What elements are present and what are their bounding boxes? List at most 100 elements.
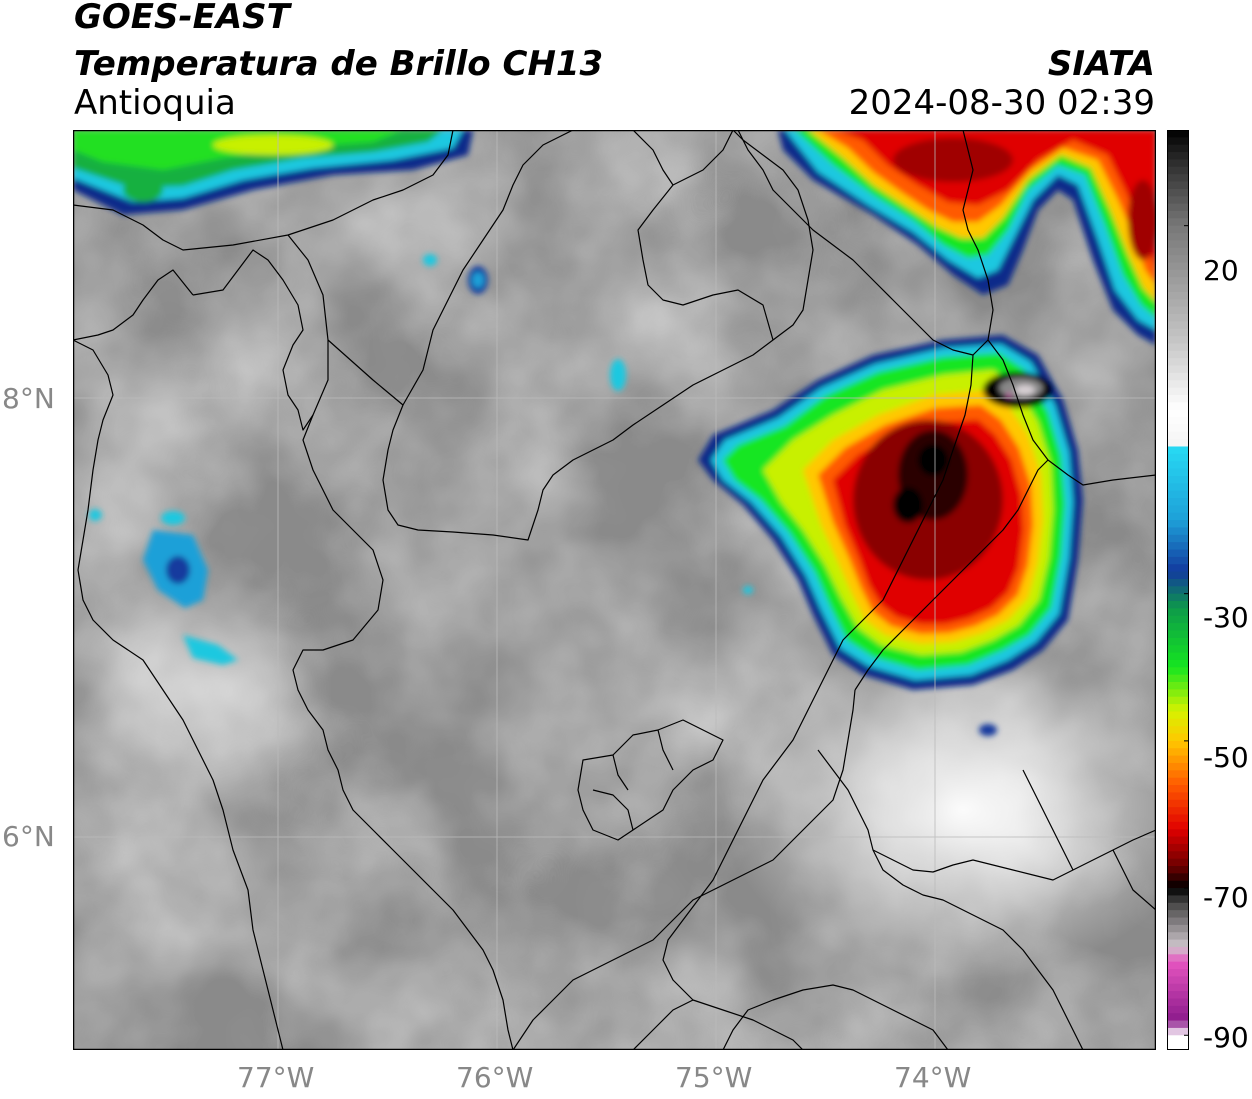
panama-border xyxy=(73,269,194,341)
lon-label-74w: 74°W xyxy=(894,1061,972,1094)
storm-cell-central-east xyxy=(698,335,1083,690)
lon-label-75w: 75°W xyxy=(675,1061,753,1094)
colorbar-band xyxy=(1167,152,1189,161)
colorbar-band xyxy=(1167,667,1189,676)
colorbar-band xyxy=(1167,137,1189,146)
satellite-map xyxy=(73,130,1156,1050)
timestamp-label: 2024-08-30 02:39 xyxy=(848,83,1155,123)
colorbar-band xyxy=(1167,807,1189,816)
colorbar-band xyxy=(1167,623,1189,632)
cloud-halo xyxy=(723,640,1156,980)
satellite-title: GOES-EAST xyxy=(74,0,290,37)
colorbar-band xyxy=(1167,321,1189,330)
colorbar-band xyxy=(1167,785,1189,793)
colorbar-tick-label: -70 xyxy=(1203,881,1249,914)
colorbar-band xyxy=(1167,1042,1189,1050)
colorbar-band xyxy=(1167,601,1189,609)
colorbar-tick-label: -30 xyxy=(1203,601,1249,634)
colorbar-band xyxy=(1167,512,1189,521)
colorbar-band xyxy=(1167,505,1189,514)
colorbar-band xyxy=(1167,291,1189,300)
boyaca-border xyxy=(817,749,1084,1050)
colorbar-band xyxy=(1167,659,1189,668)
colorbar-band xyxy=(1167,630,1189,639)
colorbar-band xyxy=(1167,748,1189,757)
colorbar-band xyxy=(1167,453,1189,462)
colorbar-band xyxy=(1167,188,1189,197)
colorbar-band xyxy=(1167,704,1189,713)
colorbar-band xyxy=(1167,210,1189,219)
colorbar-band xyxy=(1167,174,1189,183)
colorbar-tick-label: -50 xyxy=(1203,741,1249,774)
colorbar-band xyxy=(1167,718,1189,727)
colorbar-band xyxy=(1167,402,1189,411)
colorbar-band xyxy=(1167,439,1189,448)
cloud-halo-west xyxy=(73,570,333,810)
colorbar-band xyxy=(1167,247,1189,256)
colorbar-band xyxy=(1167,851,1189,860)
colorbar-band xyxy=(1167,527,1189,536)
colorbar-band xyxy=(1167,814,1189,823)
colorbar-band xyxy=(1167,262,1189,271)
colorbar-band xyxy=(1167,895,1189,904)
colorbar-band xyxy=(1167,380,1189,389)
colorbar-band xyxy=(1167,387,1189,396)
product-title: Temperatura de Brillo CH13 xyxy=(74,44,604,84)
colorbar-band xyxy=(1167,829,1189,838)
colorbar-band xyxy=(1167,409,1189,418)
colorbar xyxy=(1167,130,1189,1050)
lat-label-6n: 6°N xyxy=(2,820,55,853)
colorbar-band xyxy=(1167,255,1189,264)
colorbar-band xyxy=(1167,218,1189,227)
colorbar-band xyxy=(1167,431,1189,440)
colorbar-band xyxy=(1167,203,1189,212)
colorbar-band xyxy=(1167,358,1189,367)
colorbar-band xyxy=(1167,843,1189,852)
colorbar-band xyxy=(1167,733,1189,742)
colorbar-band xyxy=(1167,159,1189,168)
colorbar-band xyxy=(1167,166,1189,175)
storm-cell-northwest xyxy=(73,130,473,215)
colorbar-band xyxy=(1167,991,1189,1000)
colorbar-band xyxy=(1167,983,1189,992)
colorbar-band xyxy=(1167,144,1189,153)
colorbar-band xyxy=(1167,777,1189,786)
colorbar-band xyxy=(1167,196,1189,205)
colorbar-band xyxy=(1167,549,1189,558)
colorbar-band xyxy=(1167,468,1189,477)
colorbar-band xyxy=(1167,910,1189,919)
colorbar-band xyxy=(1167,461,1189,470)
colorbar-band xyxy=(1167,682,1189,690)
colorbar-band xyxy=(1167,836,1189,845)
antioquia-west-border xyxy=(292,414,514,1050)
colorbar-band xyxy=(1167,233,1189,241)
colorbar-band xyxy=(1167,799,1189,808)
colorbar-band xyxy=(1167,858,1189,867)
colorbar-band xyxy=(1167,181,1189,190)
colorbar-bands xyxy=(1167,130,1189,1050)
colorbar-band xyxy=(1167,586,1189,595)
colorbar-band xyxy=(1167,726,1189,735)
colorbar-band xyxy=(1167,615,1189,624)
colorbar-band xyxy=(1167,284,1189,293)
municipality-cluster xyxy=(577,719,724,841)
colorbar-band xyxy=(1167,240,1189,249)
colorbar-band xyxy=(1167,689,1189,698)
sucre-border xyxy=(632,130,774,341)
colorbar-band xyxy=(1167,225,1189,234)
colorbar-band xyxy=(1167,350,1189,359)
colorbar-band xyxy=(1167,343,1189,352)
municipality-inner xyxy=(592,729,674,831)
santander-border xyxy=(987,339,1156,486)
colorbar-band xyxy=(1167,755,1189,764)
colorbar-band xyxy=(1167,939,1189,948)
colorbar-band xyxy=(1167,762,1189,771)
small-cloud-cells xyxy=(89,254,997,736)
colorbar-band xyxy=(1167,608,1189,617)
pacific-coastline xyxy=(73,339,284,1050)
santander-east xyxy=(1022,769,1156,911)
colorbar-band xyxy=(1167,902,1189,911)
colorbar-band xyxy=(1167,365,1189,374)
colorbar-band xyxy=(1167,424,1189,433)
colorbar-band xyxy=(1167,306,1189,315)
